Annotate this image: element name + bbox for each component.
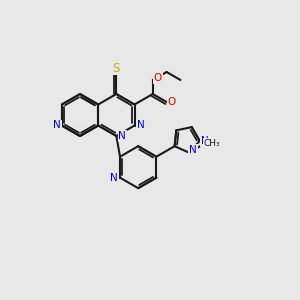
Text: N: N [137,121,144,130]
Text: N: N [118,131,126,141]
Text: O: O [154,73,162,83]
Text: N: N [201,136,208,146]
Text: S: S [113,61,120,74]
Text: N: N [110,173,118,183]
Text: N: N [53,121,61,130]
Text: CH₃: CH₃ [203,139,220,148]
Text: O: O [167,97,176,107]
Text: N: N [189,145,197,154]
